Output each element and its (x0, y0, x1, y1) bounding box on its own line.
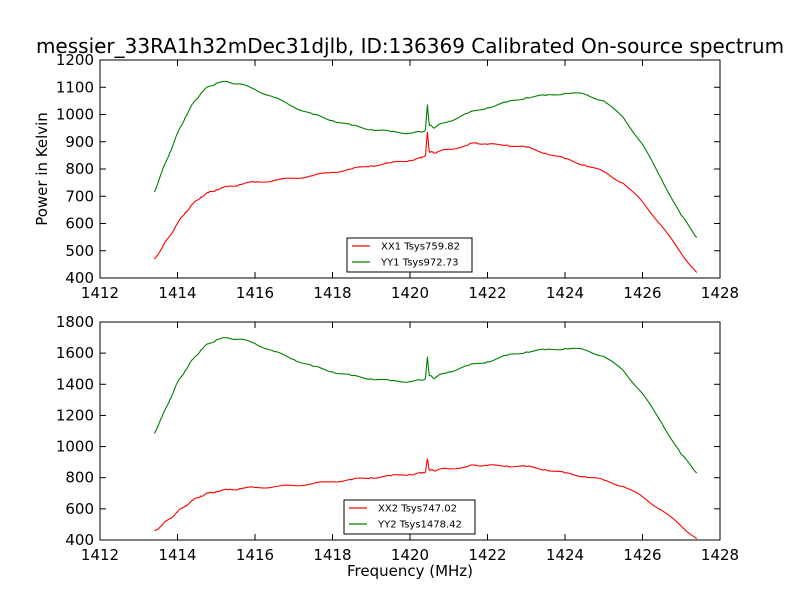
chart-title: messier_33RA1h32mDec31djlb, ID:136369 Ca… (36, 34, 784, 58)
bottom-legend: XX2 Tsys747.02 YY2 Tsys1478.42 (343, 499, 476, 535)
bottom-xtick-label: 1424 (546, 546, 584, 564)
top-xtick-label: 1422 (468, 284, 506, 302)
top-ytick-label: 600 (65, 215, 94, 233)
bottom-axis-ticks: 1412 1414 1416 1418 1420 1422 1424 1426 1428 400 6… (56, 313, 739, 564)
bottom-xtick-label: 1428 (701, 546, 739, 564)
legend-label-yy2: YY2 Tsys1478.42 (377, 520, 462, 531)
top-xtick-label: 1424 (546, 284, 584, 302)
top-xtick-label: 1412 (81, 284, 119, 302)
top-plot-panel: 1412 1414 1416 1418 1420 1422 1424 1426 1428 400 5… (33, 51, 739, 302)
top-xtick-label: 1418 (313, 284, 351, 302)
top-ytick-label: 400 (65, 269, 94, 287)
bottom-ytick-label: 1800 (56, 313, 94, 331)
bottom-xtick-label: 1418 (313, 546, 351, 564)
top-ytick-label: 500 (65, 242, 94, 260)
bottom-ytick-label: 600 (65, 500, 94, 518)
bottom-ytick-label: 800 (65, 469, 94, 487)
top-ytick-label: 800 (65, 160, 94, 178)
bottom-ytick-label: 1000 (56, 438, 94, 456)
top-xtick-label: 1420 (391, 284, 429, 302)
bottom-series-line-0 (154, 458, 698, 540)
bottom-ytick-label: 1400 (56, 375, 94, 393)
top-legend: XX1 Tsys759.82 YY1 Tsys972.73 (346, 237, 473, 273)
top-xtick-label: 1426 (623, 284, 661, 302)
bottom-xtick-label: 1416 (236, 546, 274, 564)
bottom-ytick-label: 400 (65, 531, 94, 549)
top-ytick-label: 700 (65, 187, 94, 205)
top-xtick-label: 1414 (158, 284, 196, 302)
bottom-series-line-1 (153, 337, 698, 474)
top-ylabel: Power in Kelvin (33, 112, 51, 226)
top-xtick-label: 1416 (236, 284, 274, 302)
legend-label-xx2: XX2 Tsys747.02 (378, 504, 457, 515)
bottom-xtick-label: 1414 (158, 546, 196, 564)
top-series-line-0 (153, 131, 698, 273)
bottom-ytick-label: 1600 (56, 344, 94, 362)
top-ytick-label: 1100 (56, 78, 94, 96)
bottom-plot-panel: 1412 1414 1416 1418 1420 1422 1424 1426 1428 400 6… (56, 313, 739, 580)
top-ytick-label: 1000 (56, 106, 94, 124)
top-xtick-label: 1428 (701, 284, 739, 302)
bottom-xtick-label: 1422 (468, 546, 506, 564)
top-axis-ticks: 1412 1414 1416 1418 1420 1422 1424 1426 1428 400 5… (56, 51, 739, 302)
bottom-xtick-label: 1412 (81, 546, 119, 564)
bottom-xtick-label: 1420 (391, 546, 429, 564)
bottom-series-lines (153, 337, 698, 540)
legend-label-xx1: XX1 Tsys759.82 (381, 242, 460, 253)
top-series-lines (153, 80, 698, 273)
top-series-line-1 (153, 80, 698, 239)
top-ytick-label: 900 (65, 133, 94, 151)
bottom-xtick-label: 1426 (623, 546, 661, 564)
bottom-xlabel: Frequency (MHz) (347, 562, 473, 580)
bottom-ytick-label: 1200 (56, 406, 94, 424)
top-ytick-label: 1200 (56, 51, 94, 69)
legend-label-yy1: YY1 Tsys972.73 (380, 258, 459, 269)
